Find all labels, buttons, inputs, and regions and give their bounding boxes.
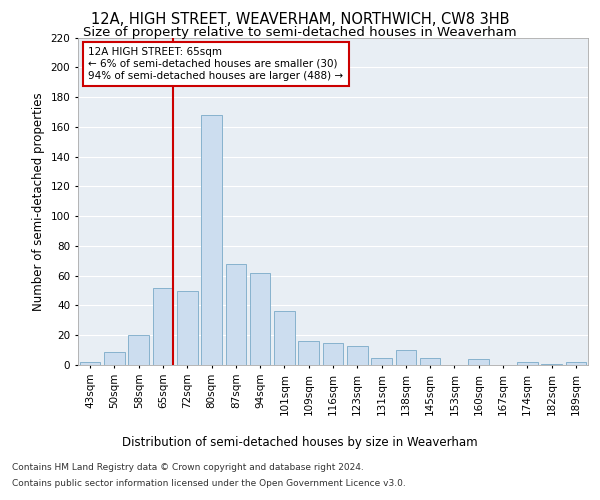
Text: 12A, HIGH STREET, WEAVERHAM, NORTHWICH, CW8 3HB: 12A, HIGH STREET, WEAVERHAM, NORTHWICH, … [91,12,509,28]
Text: Contains public sector information licensed under the Open Government Licence v3: Contains public sector information licen… [12,478,406,488]
Text: Contains HM Land Registry data © Crown copyright and database right 2024.: Contains HM Land Registry data © Crown c… [12,464,364,472]
Bar [298,341,319,365]
Bar [323,342,343,365]
Bar [274,312,295,365]
Bar [517,362,538,365]
Bar [104,352,125,365]
Bar [347,346,368,365]
Text: Size of property relative to semi-detached houses in Weaverham: Size of property relative to semi-detach… [83,26,517,39]
Y-axis label: Number of semi-detached properties: Number of semi-detached properties [32,92,45,310]
Bar [566,362,586,365]
Bar [226,264,246,365]
Bar [541,364,562,365]
Bar [395,350,416,365]
Bar [201,115,222,365]
Text: Distribution of semi-detached houses by size in Weaverham: Distribution of semi-detached houses by … [122,436,478,449]
Bar [152,288,173,365]
Bar [420,358,440,365]
Bar [250,272,271,365]
Bar [80,362,100,365]
Bar [177,290,197,365]
Bar [469,359,489,365]
Bar [371,358,392,365]
Text: 12A HIGH STREET: 65sqm
← 6% of semi-detached houses are smaller (30)
94% of semi: 12A HIGH STREET: 65sqm ← 6% of semi-deta… [88,48,343,80]
Bar [128,335,149,365]
